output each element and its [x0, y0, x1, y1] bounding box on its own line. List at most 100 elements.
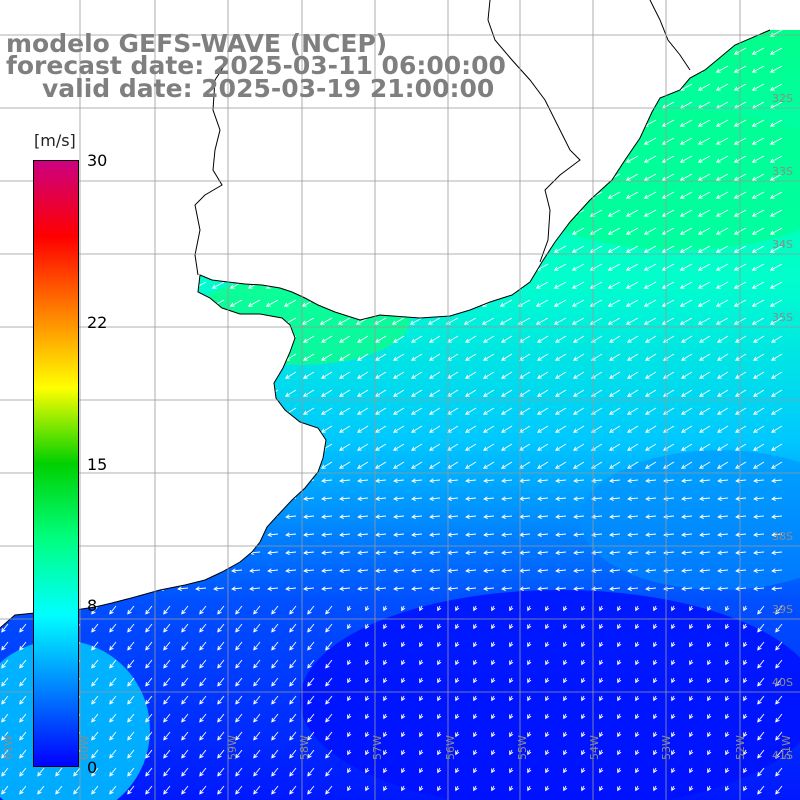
wind-arrow [307, 713, 315, 723]
wind-arrow [679, 191, 693, 199]
wind-arrow [392, 425, 405, 433]
wind-arrow [289, 731, 297, 741]
wind-arrow [563, 767, 568, 774]
wind-arrow [428, 335, 441, 343]
wind-arrow [267, 586, 279, 591]
wind-arrow [643, 263, 657, 271]
wind-arrow [689, 659, 694, 666]
wind-arrow [91, 767, 99, 777]
wind-arrow [271, 677, 279, 687]
wind-arrow [645, 532, 657, 537]
wind-arrow [1, 785, 9, 795]
wind-arrow [607, 227, 621, 235]
wind-arrow [199, 605, 207, 615]
wind-arrow [325, 695, 333, 705]
wind-arrow [253, 677, 261, 687]
lon-label: 56W [444, 735, 457, 760]
wind-arrow [681, 496, 693, 501]
wind-arrow [753, 532, 765, 537]
wind-arrow [374, 335, 387, 343]
wind-arrow [285, 568, 297, 573]
wind-arrow [338, 371, 351, 379]
wind-arrow [527, 749, 532, 756]
wind-arrow [679, 227, 693, 235]
wind-arrow [653, 767, 658, 774]
wind-arrow [357, 514, 369, 519]
wind-arrow [289, 605, 297, 615]
wind-arrow [401, 695, 406, 702]
wind-arrow [725, 713, 730, 720]
wind-arrow [599, 785, 604, 792]
wind-arrow [19, 713, 27, 723]
wind-arrow [303, 532, 315, 537]
wind-arrow [599, 767, 604, 774]
wind-arrow [716, 389, 729, 397]
wind-arrow [743, 731, 748, 738]
wind-arrow [235, 713, 243, 723]
wind-arrow [591, 514, 603, 519]
wind-arrow [725, 749, 730, 756]
wind-arrow [653, 641, 658, 648]
wind-arrow [573, 496, 585, 501]
wind-arrow [181, 749, 189, 759]
lon-label: 58W [298, 735, 311, 760]
wind-arrow [735, 478, 747, 483]
wind-arrow [411, 532, 423, 537]
wind-arrow [753, 514, 765, 519]
wind-arrow [307, 695, 315, 705]
wind-arrow [625, 173, 639, 181]
wind-arrow [181, 713, 189, 723]
wind-arrow [483, 478, 495, 483]
wind-arrow [653, 731, 658, 738]
wind-arrow [109, 677, 117, 687]
wind-arrow [679, 137, 693, 145]
wind-arrow [465, 532, 477, 537]
valid-date: valid date: 2025-03-19 21:00:00 [42, 74, 495, 103]
wind-arrow [410, 335, 423, 343]
wind-arrow [411, 550, 423, 555]
wind-arrow [338, 443, 351, 451]
wind-arrow [473, 713, 478, 720]
wind-arrow [661, 281, 675, 289]
wind-arrow [662, 371, 675, 379]
wind-arrow [769, 299, 783, 307]
forecast-date: forecast date: 2025-03-11 06:00:00 [6, 51, 506, 80]
wind-arrow [775, 677, 783, 687]
wind-arrow [235, 677, 243, 687]
wind-arrow [302, 371, 315, 379]
wind-arrow [217, 713, 225, 723]
wind-arrow [365, 785, 370, 792]
wind-arrow [697, 137, 711, 145]
wind-arrow [303, 586, 315, 591]
wind-arrow [163, 731, 171, 741]
wind-arrow [347, 731, 352, 738]
wind-arrow [410, 443, 423, 451]
colorbar-tick-label: 30 [87, 151, 108, 170]
wind-arrow [697, 119, 711, 127]
wind-arrow [645, 514, 657, 519]
wind-arrow [347, 659, 352, 666]
wind-arrow [679, 173, 693, 181]
wind-arrow [775, 713, 783, 723]
wind-arrow [769, 209, 783, 217]
wind-arrow [607, 245, 621, 253]
wind-arrow [697, 263, 711, 271]
wind-arrow [671, 605, 676, 612]
wind-arrow [373, 317, 387, 325]
wind-arrow [320, 425, 333, 433]
wind-arrow [464, 371, 477, 379]
lon-label: 55W [516, 735, 529, 760]
wind-arrow [625, 281, 639, 289]
wind-arrow [725, 659, 730, 666]
wind-arrow [109, 749, 117, 759]
wind-arrow [715, 281, 729, 289]
wind-arrow [537, 532, 549, 537]
wind-arrow [339, 496, 351, 501]
wind-arrow [501, 550, 513, 555]
wind-arrow [591, 478, 603, 483]
wind-arrow [643, 281, 657, 289]
wind-arrow [599, 677, 604, 684]
wind-arrow [607, 299, 621, 307]
wind-arrow [563, 659, 568, 666]
wind-arrow [757, 767, 765, 777]
